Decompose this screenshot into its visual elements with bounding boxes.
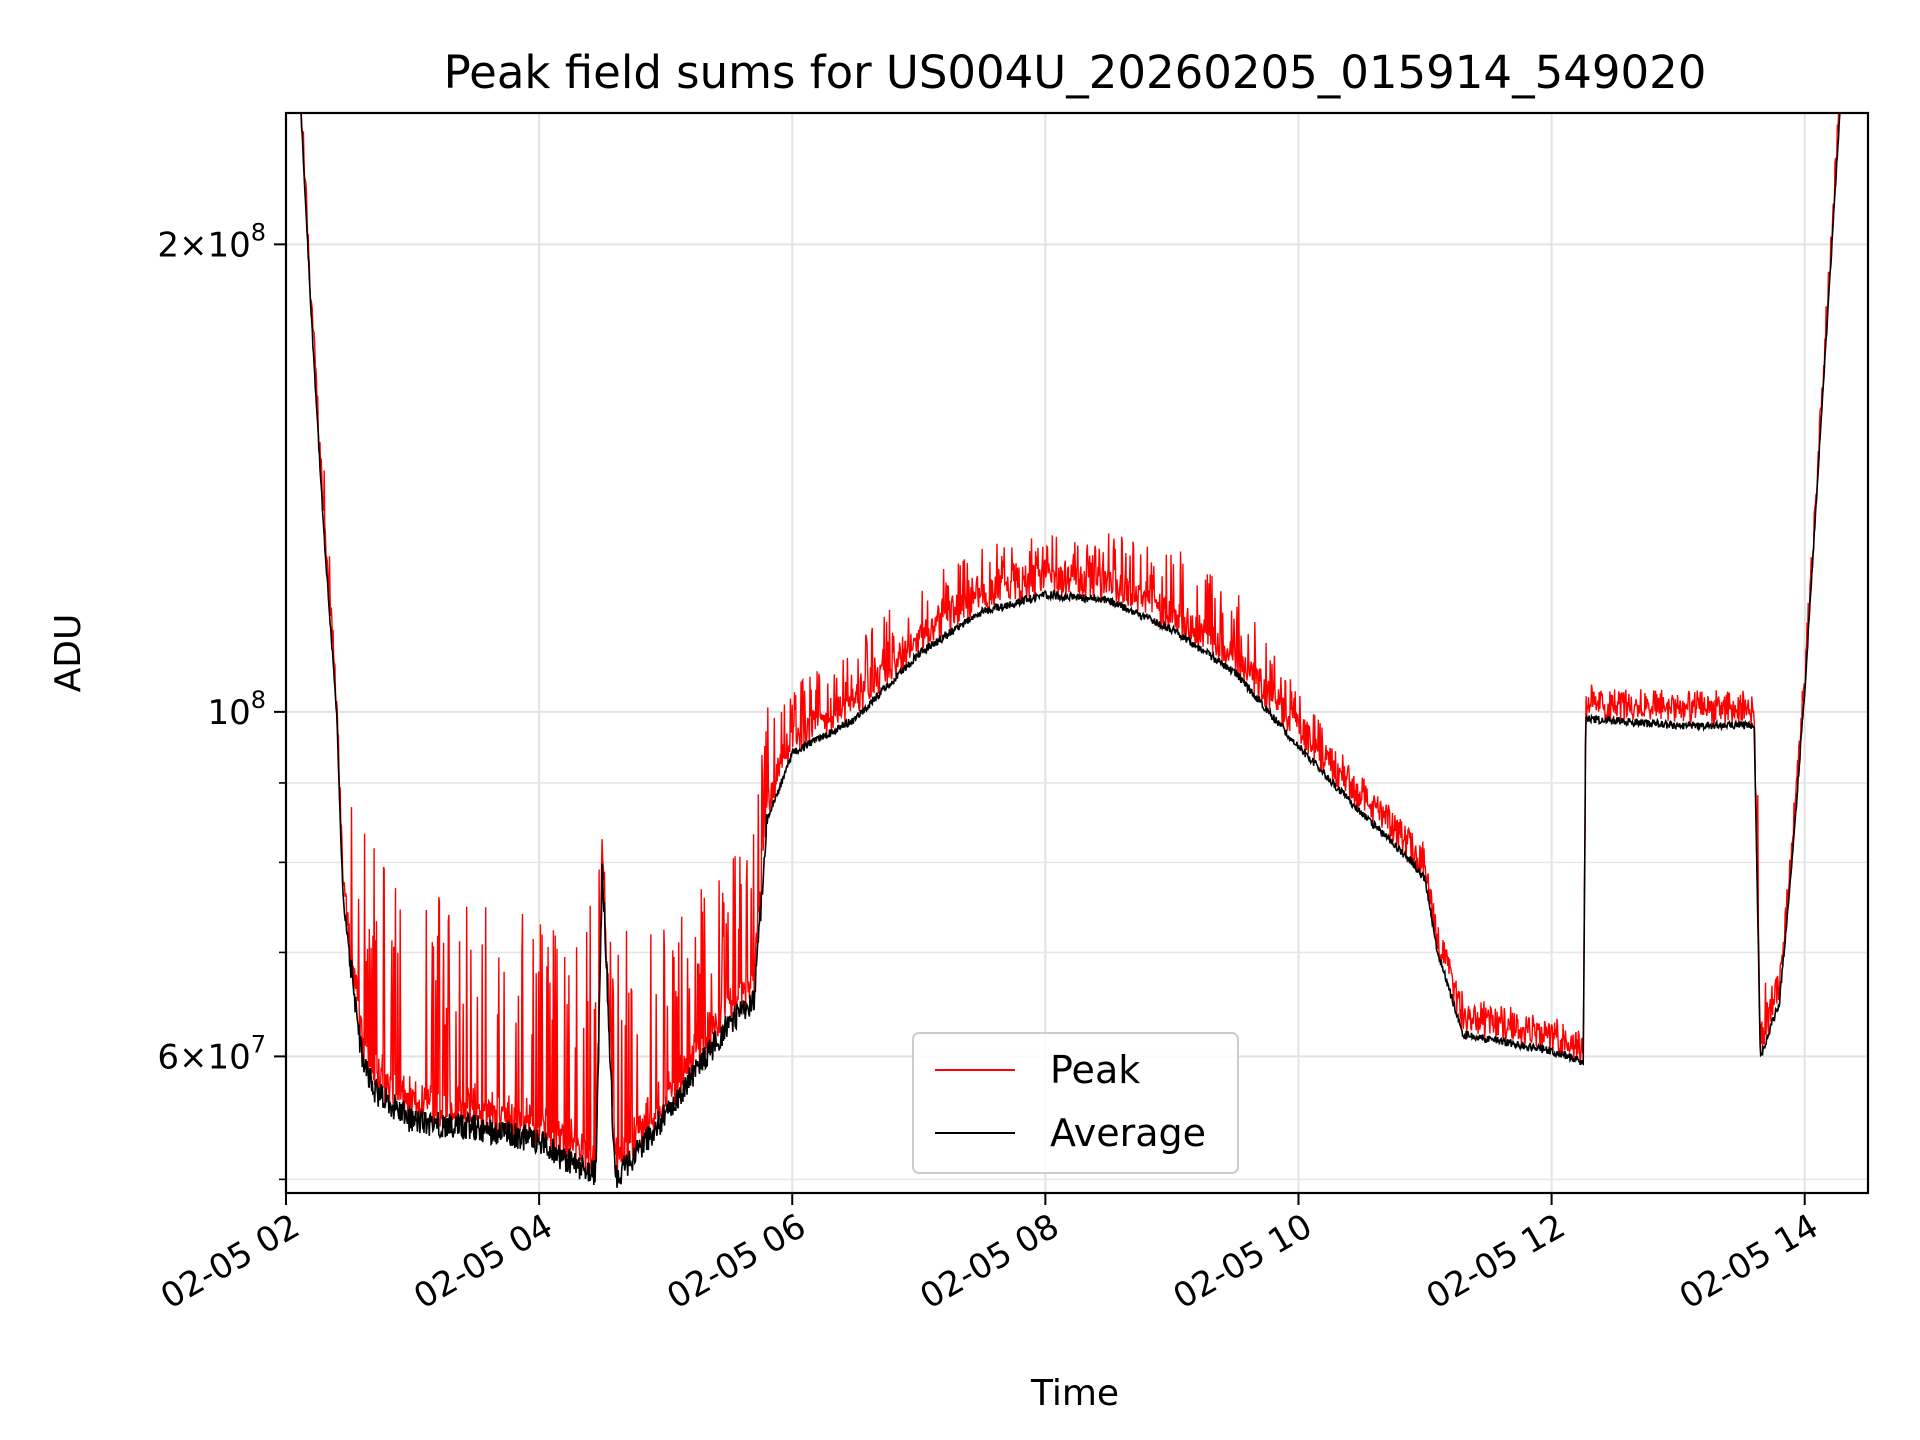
y-tick-label: 6×107 (157, 1030, 266, 1077)
legend-box (912, 1032, 1239, 1174)
y-tick-label: 2×108 (157, 218, 266, 265)
x-axis-label: Time (1030, 1373, 1119, 1414)
grid-lines (285, 113, 1868, 1193)
chart-title: Peak field sums for US004U_20260205_0159… (444, 46, 1707, 99)
legend: Peak Average (912, 1032, 1239, 1174)
series-line-average (300, 113, 1841, 1188)
y-tick-label: 108 (207, 686, 266, 733)
series-layer (300, 113, 1841, 1188)
plot-area-frame (284, 111, 1870, 1195)
legend-label-peak: Peak (1050, 1048, 1140, 1092)
legend-label-average: Average (1050, 1111, 1206, 1155)
y-axis-label: ADU (48, 614, 89, 693)
